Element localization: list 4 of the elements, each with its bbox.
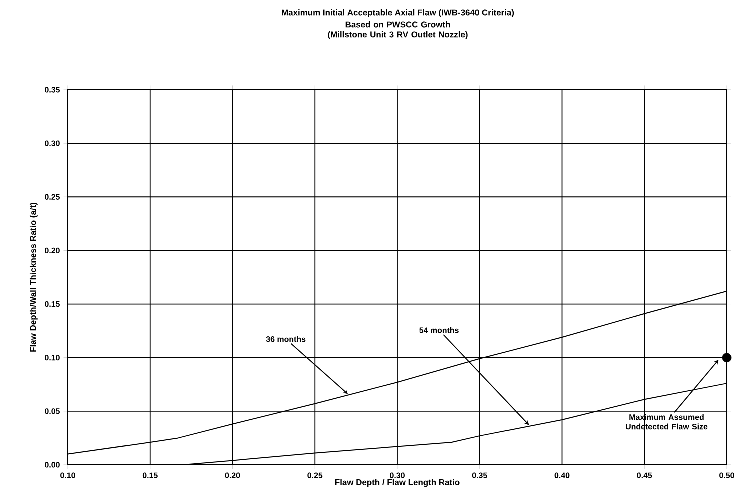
x-axis-title: Flaw Depth / Flaw Length Ratio — [335, 479, 460, 488]
chart-subtitle: Based on PWSCC Growth (Millstone Unit 3 RV Outlet Nozzle) — [328, 22, 468, 40]
y-axis-title: Flaw Depth/Wall Thickness Ratio (a/t) — [30, 203, 38, 352]
chart-title: Maximum Initial Acceptable Axial Flaw (IWB-3640 Criteria) — [282, 10, 514, 18]
